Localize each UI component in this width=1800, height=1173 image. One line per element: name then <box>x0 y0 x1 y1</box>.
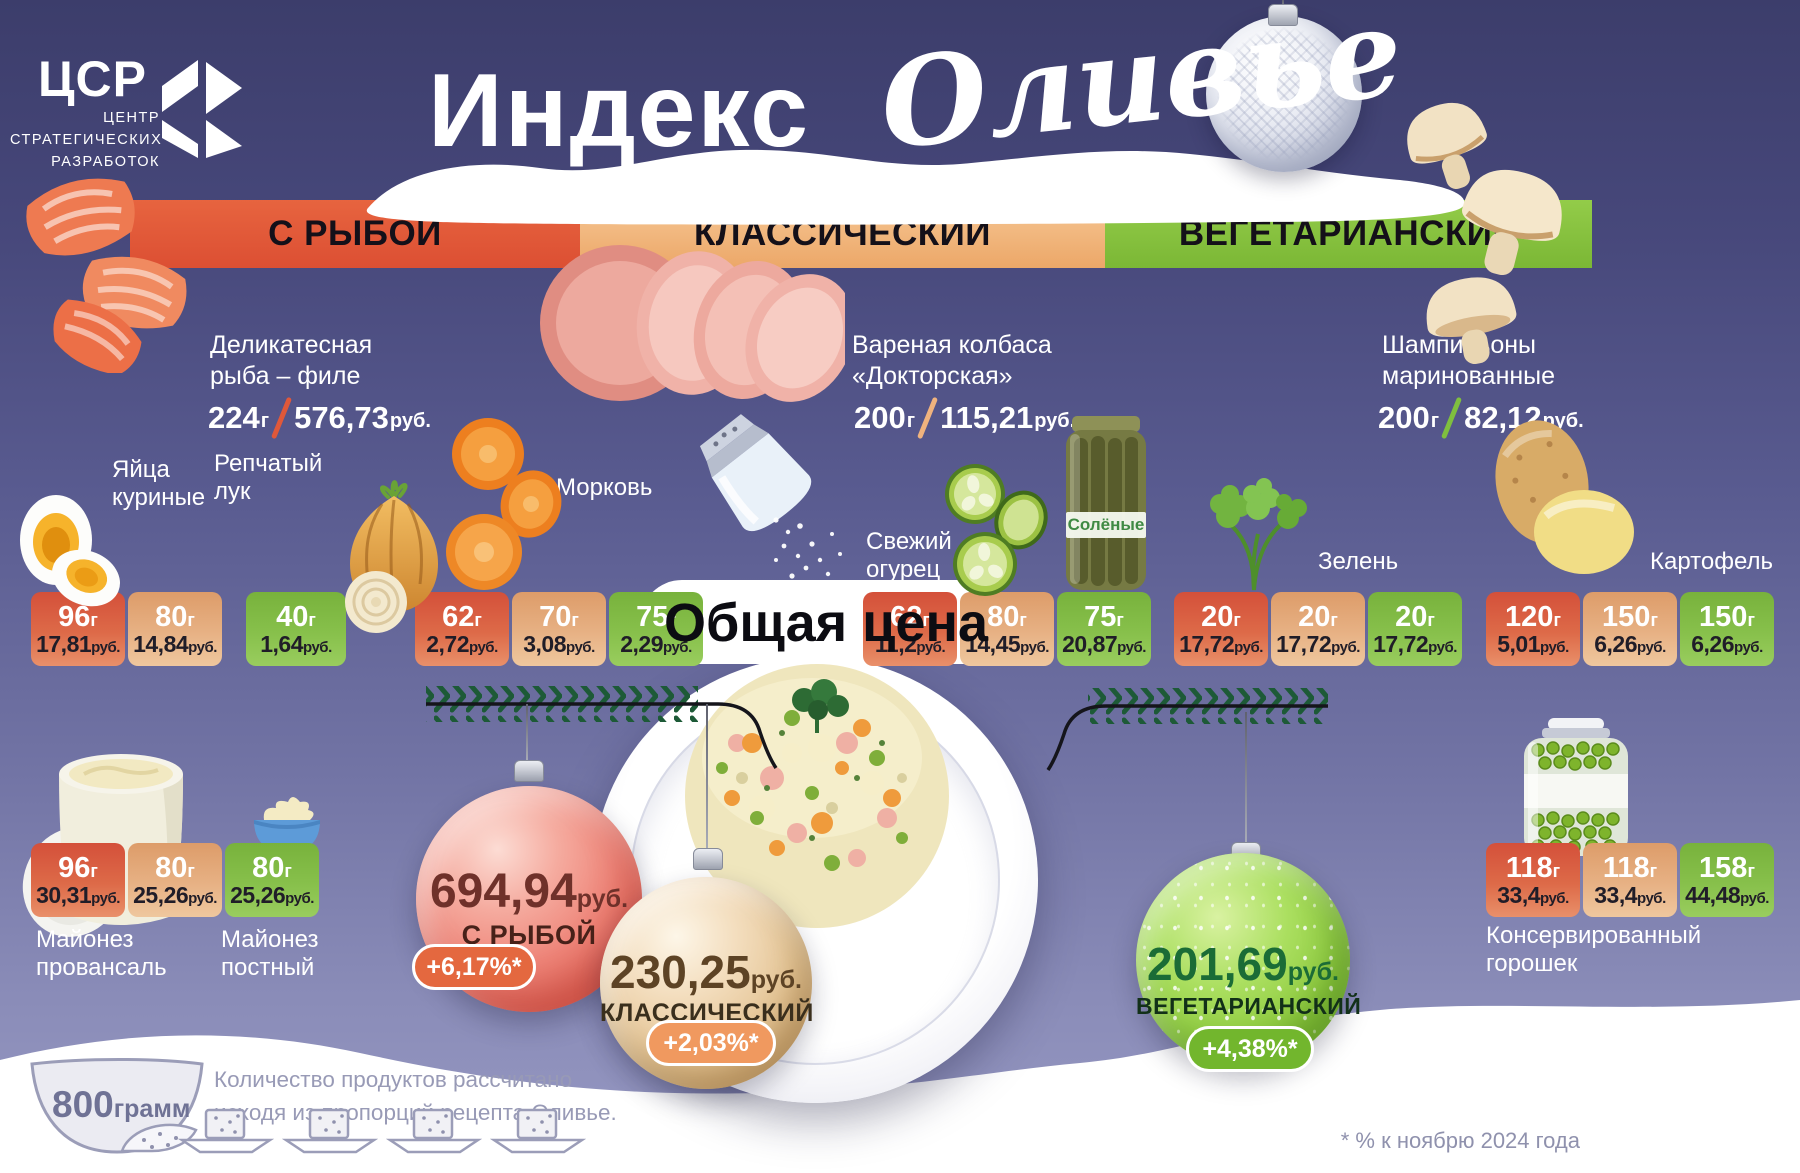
mayo-cells: 96г 30,31руб. 80г 25,26руб. 80г 25,26руб. <box>31 843 319 917</box>
price-cell: 96г 30,31руб. <box>31 843 125 917</box>
fish-weight-price: 224 г 576,73 руб. <box>208 396 431 440</box>
ornament-cap-classic <box>693 848 723 870</box>
change-badge-fish: +6,17%* <box>412 944 536 990</box>
price-cell: 40г 1,64руб. <box>246 592 346 666</box>
total-price-title: Общая цена <box>664 593 988 653</box>
price-cell: 20г 17,72руб. <box>1368 592 1462 666</box>
snow-drift-top <box>366 149 1465 225</box>
ingredient-label-cucumber: Свежий огурец <box>866 528 952 584</box>
classic-product-name: Вареная колбаса «Докторская» <box>852 331 1052 391</box>
slash-divider <box>1441 396 1463 440</box>
eggs-cells: 96г 17,81руб. 80г 14,84руб. <box>31 592 222 666</box>
ingredient-label-mayo-provansal: Майонез провансаль <box>36 926 167 982</box>
price-cell: 80г 14,45руб. <box>960 592 1054 666</box>
ingredient-label-carrot: Морковь <box>556 474 653 501</box>
price-cell: 80г 14,84руб. <box>128 592 222 666</box>
price-cell: 75г 20,87руб. <box>1057 592 1151 666</box>
price-cell: 158г 44,48руб. <box>1680 843 1774 917</box>
brand-logo-icon <box>162 60 242 158</box>
ingredient-label-eggs: Яйца куриные <box>112 456 206 512</box>
ornament-wire-classic <box>706 704 708 850</box>
cucumber-cells: 62г 11,2руб. 80г 14,45руб. 75г 20,87руб. <box>863 592 1151 666</box>
parsley-icon <box>1210 478 1307 591</box>
price-cell: 150г 6,26руб. <box>1680 592 1774 666</box>
ornament-wire-fish <box>526 704 528 762</box>
classic-weight-price: 200 г 115,21 руб. <box>854 396 1075 440</box>
carrot-icon <box>446 418 562 590</box>
plate-serving-icon <box>386 1108 482 1154</box>
greens-cells: 20г 17,72руб. 20г 17,72руб. 20г 17,72руб. <box>1174 592 1462 666</box>
slash-divider <box>917 396 939 440</box>
salt-shaker-icon <box>699 414 842 617</box>
pickles-jar-icon <box>1066 416 1146 590</box>
price-cell: 75г 2,29руб. <box>609 592 703 666</box>
price-cell: 20г 17,72руб. <box>1271 592 1365 666</box>
plate-serving-icon <box>178 1108 274 1154</box>
price-cell: 80г 25,26руб. <box>225 843 319 917</box>
plate-serving-icon <box>490 1108 586 1154</box>
carrot-cells: 62г 2,72руб. 70г 3,08руб. 75г 2,29руб. <box>415 592 703 666</box>
fir-branch-right <box>1046 688 1328 771</box>
price-cell: 120г 5,01руб. <box>1486 592 1580 666</box>
parsley-sprig-icon <box>792 679 849 733</box>
slash-divider <box>271 396 293 440</box>
price-cell: 70г 3,08руб. <box>512 592 606 666</box>
pickles-jar-label: Солёные <box>1066 512 1146 538</box>
fish-product-name: Деликатесная рыба – филе <box>210 331 373 391</box>
salmon-illustration <box>26 178 187 373</box>
ornament-wire-veg <box>1245 712 1247 844</box>
price-cell: 20г 17,72руб. <box>1174 592 1268 666</box>
mushrooms-illustration <box>1407 102 1562 365</box>
bowl-800g-icon <box>30 1058 204 1154</box>
change-badge-classic: +2,03%* <box>646 1020 776 1066</box>
ingredient-label-mayo-lean: Майонез постный <box>221 926 319 982</box>
olivier-salad <box>685 664 949 928</box>
plate-serving-icon <box>282 1108 378 1154</box>
brand-abbr: ЦСР <box>38 51 147 107</box>
change-badge-veg: +4,38%* <box>1186 1026 1314 1072</box>
silver-ornament-ball <box>1206 16 1362 172</box>
peas-cells: 118г 33,4руб. 118г 33,4руб. 158г 44,48руб. <box>1486 843 1774 917</box>
onion-cells: 40г 1,64руб. <box>246 592 346 666</box>
veg-weight-price: 200 г 82,12 руб. <box>1378 396 1584 440</box>
price-cell: 96г 17,81руб. <box>31 592 125 666</box>
silver-ball-cap <box>1268 4 1298 26</box>
ingredient-label-onion: Репчатый лук <box>214 450 323 506</box>
cucumber-icon <box>945 464 1048 596</box>
ingredient-label-greens: Зелень <box>1318 548 1399 575</box>
ornament-cap-fish <box>514 760 544 782</box>
onion-icon <box>345 480 438 633</box>
sausage-illustration <box>540 245 845 402</box>
footnote-asterisk: * % к ноябрю 2024 года <box>1340 1128 1580 1153</box>
ingredient-label-peas: Консервированный горошек <box>1486 922 1702 978</box>
price-cell: 118г 33,4руб. <box>1486 843 1580 917</box>
potato-cells: 120г 5,01руб. 150г 6,26руб. 150г 6,26руб. <box>1486 592 1774 666</box>
price-cell: 80г 25,26руб. <box>128 843 222 917</box>
price-cell: 118г 33,4руб. <box>1583 843 1677 917</box>
variant-banner-fish: С РЫБОЙ <box>130 200 580 268</box>
portion-weight: 800грамм <box>52 1084 191 1125</box>
peas-jar-icon <box>1524 718 1628 856</box>
potato-icon <box>1495 420 1634 574</box>
price-cell: 62г 2,72руб. <box>415 592 509 666</box>
price-cell: 62г 11,2руб. <box>863 592 957 666</box>
ingredient-label-potato: Картофель <box>1650 548 1774 575</box>
price-cell: 150г 6,26руб. <box>1583 592 1677 666</box>
brand-subtitle: ЦЕНТР СТРАТЕГИЧЕСКИХ РАЗРАБОТОК <box>10 110 163 170</box>
ingredient-label-salt: Соль <box>714 598 778 628</box>
page-title-plain: Индекс <box>428 53 810 169</box>
eggs-icon <box>20 495 120 607</box>
fir-branch-left <box>426 686 778 769</box>
